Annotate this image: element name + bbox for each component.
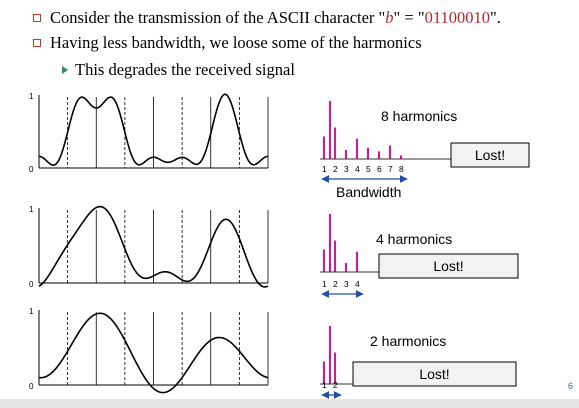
harmonics-label: 2 harmonics [370,333,446,349]
bullet-2-text: Having less bandwidth, we loose some of … [50,33,422,52]
lost-box [378,253,519,279]
harmonic-tick-label: 2 [333,380,338,390]
harmonic-tick-label: 5 [366,164,371,174]
lost-box [450,142,530,168]
y-label-1: 1 [29,205,34,214]
signal-wave [38,312,269,394]
char-b: b [385,8,394,27]
harmonic-tick-label: 1 [322,279,327,289]
harmonic-tick-label: 4 [355,279,360,289]
lost-label: Lost! [433,258,463,274]
harmonics-label: 4 harmonics [376,231,452,247]
lost-label: Lost! [419,366,449,382]
harmonic-tick-label: 3 [344,164,349,174]
lost-box [352,361,517,387]
harmonic-tick-label: 2 [333,279,338,289]
harmonic-tick-label: 3 [344,279,349,289]
y-label-0: 0 [29,382,34,391]
y-label-0: 0 [29,165,34,174]
bullet-box-icon [33,39,41,47]
bullet-1: Consider the transmission of the ASCII c… [33,8,501,28]
harmonic-tick-label: 2 [333,164,338,174]
sub-bullet-text: This degrades the received signal [75,60,295,79]
sub-bullet: This degrades the received signal [62,60,295,80]
y-label-1: 1 [29,307,34,316]
harmonic-tick-label: 7 [388,164,393,174]
harmonic-tick-label: 1 [322,164,327,174]
bullet-box-icon [33,14,41,22]
signal-wave [38,205,269,288]
sub-bullet-arrow-icon [62,66,68,74]
harmonic-tick-label: 4 [355,164,360,174]
harmonic-tick-label: 8 [399,164,404,174]
y-label-1: 1 [29,92,34,101]
signal-wave [38,93,269,166]
harmonic-tick-label: 1 [322,380,327,390]
harmonic-tick-label: 6 [377,164,382,174]
harmonics-label: 8 harmonics [381,108,457,124]
char-code: 01100010 [424,8,490,27]
bullet-2: Having less bandwidth, we loose some of … [33,33,422,53]
page-number: 6 [568,381,574,391]
bandwidth-label: Bandwidth [336,184,401,200]
bullet-1-text: Consider the transmission of the ASCII c… [50,8,501,27]
footer-bar [0,399,579,408]
lost-label: Lost! [475,147,505,163]
y-label-0: 0 [29,280,34,289]
